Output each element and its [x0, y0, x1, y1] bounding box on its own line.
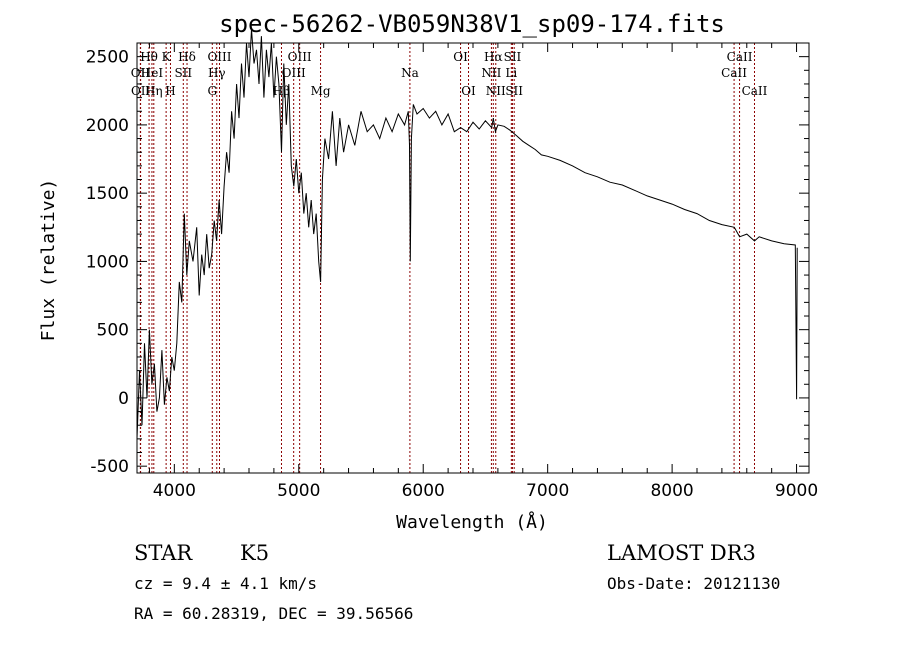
- line-label-CaII-c: CaII: [742, 84, 768, 98]
- line-label-CaII-a: CaII: [721, 66, 747, 80]
- line-label-OII-b: OII: [131, 84, 151, 98]
- line-label-H-delta: Hδ: [178, 50, 196, 64]
- line-label-K: K: [162, 50, 172, 64]
- x-tick-label: 7000: [526, 481, 569, 501]
- line-label-SII-a: SII: [174, 66, 192, 80]
- y-tick-label: 2000: [86, 116, 129, 136]
- object-class-label: STAR: [134, 541, 193, 565]
- y-tick-label: 1000: [86, 252, 129, 272]
- line-label-Na: Na: [401, 66, 419, 80]
- x-tick-label: 9000: [775, 481, 818, 501]
- line-label-NII-b: NII: [486, 84, 506, 98]
- survey-label: LAMOST DR3: [607, 541, 756, 565]
- x-tick-label: 4000: [153, 481, 196, 501]
- y-tick-label: 0: [118, 389, 129, 409]
- line-label-HeI: HeI: [141, 66, 164, 80]
- line-label-CaII-b: CaII: [727, 50, 753, 64]
- line-label-Mg: Mg: [311, 84, 331, 98]
- line-label-H-gamma: Hγ: [208, 66, 226, 80]
- obs-date-label: Obs-Date: 20121130: [607, 574, 780, 593]
- spectrum-series-line: [136, 29, 798, 439]
- line-label-OII-a: OII: [131, 66, 151, 80]
- line-label-H-beta: Hβ: [273, 84, 290, 98]
- x-tick-label: 8000: [650, 481, 693, 501]
- line-label-H-alpha: Hα: [484, 50, 503, 64]
- spectral-line-markers: [139, 43, 755, 473]
- line-label-OI-a: OI: [453, 50, 468, 64]
- line-label-OIII-c: OIII: [288, 50, 312, 64]
- y-tick-label: 500: [97, 321, 129, 341]
- x-axis-label: Wavelength (Å): [396, 511, 548, 533]
- redshift-label: cz = 9.4 ± 4.1 km/s: [134, 574, 317, 593]
- y-axis-label: Flux (relative): [38, 179, 59, 342]
- line-label-OIII-a: OIII: [207, 50, 231, 64]
- chart-title: spec-56262-VB059N38V1_sp09-174.fits: [219, 10, 725, 38]
- x-tick-label: 5000: [277, 481, 320, 501]
- line-label-SII-b: SII: [504, 50, 522, 64]
- subclass-label: K5: [240, 541, 269, 565]
- line-label-H-theta: Hθ: [140, 50, 158, 64]
- line-label-OIII-b: OIII: [282, 66, 306, 80]
- line-label-NII-a: NII: [481, 66, 501, 80]
- y-tick-label: 1500: [86, 184, 129, 204]
- axis-ticks: 4000 5000 6000 7000 8000 9000 -500 0 500 1000 1500…: [86, 43, 818, 501]
- spectral-line-labels: HθOIIOIIHeIHηKHSIIHδGOIIIHγHβOIIIOIIIMgN…: [131, 50, 768, 98]
- coordinates-label: RA = 60.28319, DEC = 39.56566: [134, 604, 413, 623]
- y-tick-label: -500: [90, 457, 129, 477]
- line-label-H: H: [165, 84, 175, 98]
- line-label-OI-b: OI: [461, 84, 476, 98]
- x-tick-label: 6000: [402, 481, 445, 501]
- line-label-G: G: [207, 84, 217, 98]
- y-tick-label: 2500: [86, 48, 129, 68]
- line-label-H-eta: Hη: [145, 84, 163, 98]
- line-label-SII-c: SII: [505, 84, 523, 98]
- line-label-Li: Li: [505, 66, 517, 80]
